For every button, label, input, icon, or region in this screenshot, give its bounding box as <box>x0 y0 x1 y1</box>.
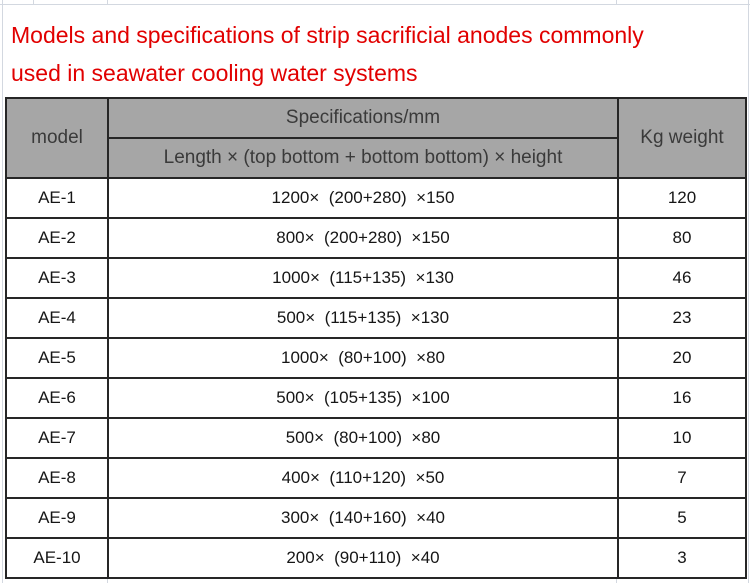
model-cell: AE-3 <box>5 257 109 299</box>
model-cell: AE-6 <box>5 377 109 419</box>
table-header: model Specifications/mm Kg weight Length… <box>5 97 747 179</box>
weight-cell: 120 <box>617 177 747 219</box>
col-subheader-spec-formula: Length × (top bottom + bottom bottom) × … <box>107 137 619 179</box>
weight-cell: 46 <box>617 257 747 299</box>
weight-cell: 23 <box>617 297 747 339</box>
col-header-weight: Kg weight <box>617 97 747 179</box>
table-row: AE-4 500× (115+135) ×130 23 <box>5 297 747 339</box>
anode-spec-table: model Specifications/mm Kg weight Length… <box>5 97 747 579</box>
weight-cell: 16 <box>617 377 747 419</box>
spec-cell: 1000× (115+135) ×130 <box>107 257 619 299</box>
spec-cell: 800× (200+280) ×150 <box>107 217 619 259</box>
col-header-specifications: Specifications/mm <box>107 97 619 139</box>
gridline <box>748 0 749 583</box>
model-cell: AE-2 <box>5 217 109 259</box>
spec-cell: 1000× (80+100) ×80 <box>107 337 619 379</box>
model-cell: AE-1 <box>5 177 109 219</box>
weight-cell: 7 <box>617 457 747 499</box>
weight-cell: 20 <box>617 337 747 379</box>
table-body: AE-1 1200× (200+280) ×150 120 AE-2 800× … <box>5 177 747 579</box>
spec-cell: 500× (105+135) ×100 <box>107 377 619 419</box>
model-cell: AE-4 <box>5 297 109 339</box>
spec-cell: 200× (90+110) ×40 <box>107 537 619 579</box>
table-row: AE-6 500× (105+135) ×100 16 <box>5 377 747 419</box>
header-row-1: model Specifications/mm Kg weight <box>5 97 747 179</box>
weight-cell: 80 <box>617 217 747 259</box>
table-row: AE-5 1000× (80+100) ×80 20 <box>5 337 747 379</box>
table-row: AE-7 500× (80+100) ×80 10 <box>5 417 747 459</box>
title-cell: Models and specifications of strip sacri… <box>3 5 748 97</box>
spec-cell: 500× (115+135) ×130 <box>107 297 619 339</box>
model-cell: AE-5 <box>5 337 109 379</box>
gridline <box>33 0 34 5</box>
weight-cell: 3 <box>617 537 747 579</box>
spec-cell: 500× (80+100) ×80 <box>107 417 619 459</box>
table-row: AE-8 400× (110+120) ×50 7 <box>5 457 747 499</box>
weight-cell: 5 <box>617 497 747 539</box>
model-cell: AE-7 <box>5 417 109 459</box>
table-row: AE-3 1000× (115+135) ×130 46 <box>5 257 747 299</box>
page-title-line-2: used in seawater cooling water systems <box>11 60 418 86</box>
spec-cell: 400× (110+120) ×50 <box>107 457 619 499</box>
gridline <box>2 0 3 583</box>
spec-cell: 1200× (200+280) ×150 <box>107 177 619 219</box>
table-row: AE-1 1200× (200+280) ×150 120 <box>5 177 747 219</box>
weight-cell: 10 <box>617 417 747 459</box>
col-header-model: model <box>5 97 109 179</box>
gridline <box>0 4 750 5</box>
table-row: AE-2 800× (200+280) ×150 80 <box>5 217 747 259</box>
model-cell: AE-9 <box>5 497 109 539</box>
table-row: AE-10 200× (90+110) ×40 3 <box>5 537 747 579</box>
model-cell: AE-8 <box>5 457 109 499</box>
page-title-line-1: Models and specifications of strip sacri… <box>11 22 644 48</box>
header-row-2: Length × (top bottom + bottom bottom) × … <box>6 137 746 179</box>
model-cell: AE-10 <box>5 537 109 579</box>
spec-cell: 300× (140+160) ×40 <box>107 497 619 539</box>
table-row: AE-9 300× (140+160) ×40 5 <box>5 497 747 539</box>
